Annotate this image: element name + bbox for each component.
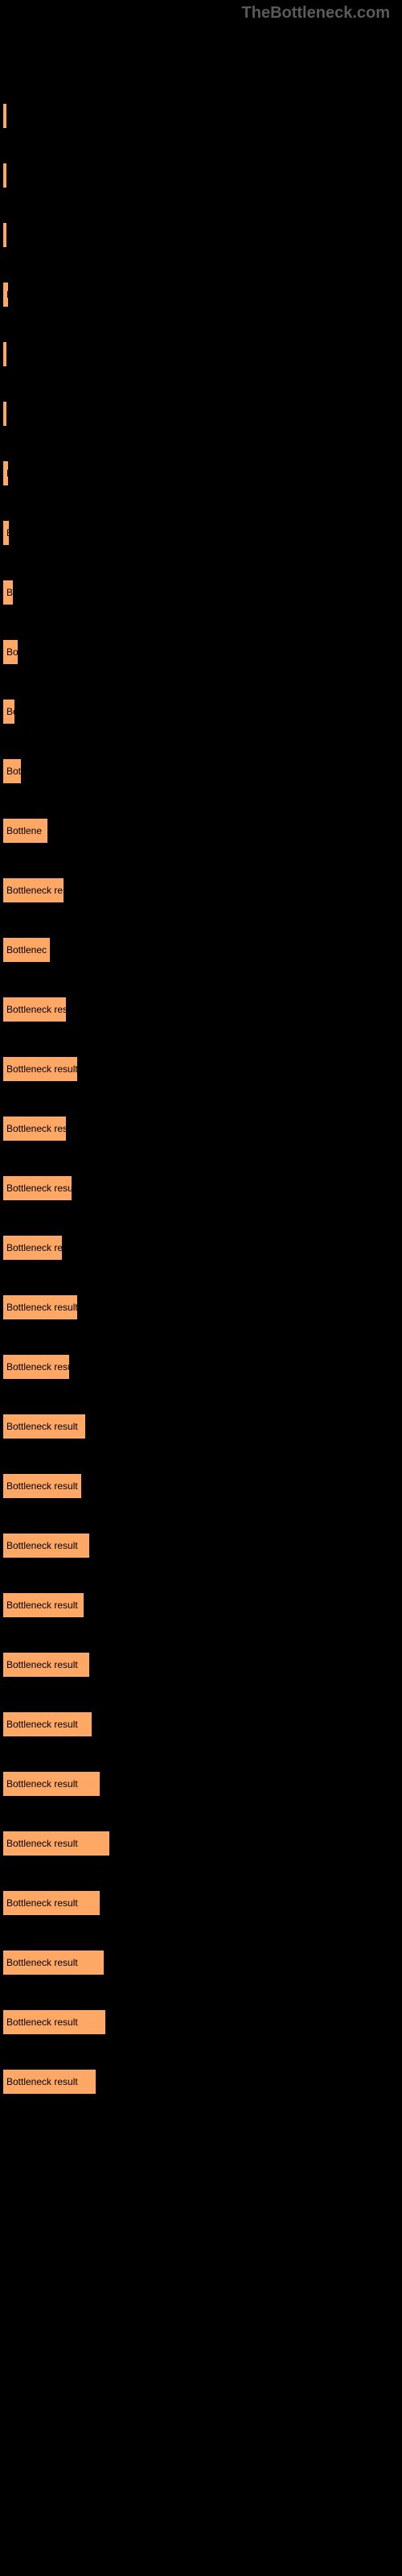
bar: Bottleneck re — [2, 877, 64, 903]
bar: B — [2, 520, 10, 546]
bar-row: Bottlene — [2, 818, 402, 844]
bar-row: Bottleneck result — [2, 1771, 402, 1797]
bar — [2, 163, 7, 188]
bar: Bottleneck res — [2, 997, 67, 1022]
bar-row: B — [2, 282, 402, 308]
bar-row — [2, 103, 402, 129]
bar: B — [2, 460, 9, 486]
bar: Bottleneck resu — [2, 1175, 72, 1201]
bar-row: Bottleneck result — [2, 2069, 402, 2095]
watermark-text: TheBottleneck.com — [0, 0, 402, 23]
bar: Bottleneck result — [2, 1711, 92, 1737]
bar: Bottleneck result — [2, 1056, 78, 1082]
bar: Bottleneck res — [2, 1116, 67, 1141]
bar — [2, 103, 7, 129]
bar-row: Bo — [2, 580, 402, 605]
bar-row: Bott — [2, 758, 402, 784]
bar-row: Bottleneck result — [2, 2009, 402, 2035]
bar-row — [2, 341, 402, 367]
bar-row: Bottleneck result — [2, 1890, 402, 1916]
bar: Bot — [2, 639, 18, 665]
bar-row: Bottleneck result — [2, 1056, 402, 1082]
bar: Bo — [2, 699, 15, 724]
bar-row: Bottleneck result — [2, 1473, 402, 1499]
bar: Bottlene — [2, 818, 48, 844]
bar: Bottleneck result — [2, 1533, 90, 1558]
bar-row: Bottleneck re — [2, 877, 402, 903]
bar-row: Bottleneck result — [2, 1711, 402, 1737]
bar: Bottleneck result — [2, 1294, 78, 1320]
bar: Bottleneck result — [2, 1473, 82, 1499]
bar-row — [2, 401, 402, 427]
bar: Bottlenec — [2, 937, 51, 963]
bar: Bottleneck result — [2, 1652, 90, 1678]
bar-row: Bottleneck re — [2, 1235, 402, 1261]
bar-row: Bo — [2, 699, 402, 724]
bar: Bottleneck result — [2, 1771, 100, 1797]
bar-chart: B B B Bo Bot Bo Bott Bottlene Bottleneck re Bottl… — [0, 23, 402, 2145]
bar-row: Bottleneck result — [2, 1414, 402, 1439]
bar-row: Bottleneck result — [2, 1831, 402, 1856]
bar-row: Bot — [2, 639, 402, 665]
bar-row: B — [2, 460, 402, 486]
bar: Bo — [2, 580, 14, 605]
bar: Bott — [2, 758, 22, 784]
bar-row: Bottleneck result — [2, 1592, 402, 1618]
bar-row — [2, 222, 402, 248]
bar-row: Bottleneck res — [2, 1116, 402, 1141]
bar: Bottleneck re — [2, 1235, 63, 1261]
bar-row: Bottleneck res — [2, 997, 402, 1022]
bar: Bottleneck resu — [2, 1354, 70, 1380]
bar-row: Bottleneck result — [2, 1652, 402, 1678]
bar-row: Bottleneck result — [2, 1294, 402, 1320]
bar — [2, 401, 7, 427]
bar: Bottleneck result — [2, 1890, 100, 1916]
bar-row: B — [2, 520, 402, 546]
bar-row — [2, 163, 402, 188]
bar: Bottleneck result — [2, 1414, 86, 1439]
bar — [2, 341, 7, 367]
bar: Bottleneck result — [2, 1592, 84, 1618]
bar-row: Bottlenec — [2, 937, 402, 963]
bar-row: Bottleneck result — [2, 1533, 402, 1558]
bar: Bottleneck result — [2, 2009, 106, 2035]
bar: B — [2, 282, 9, 308]
bar: Bottleneck result — [2, 1950, 105, 1975]
bar: Bottleneck result — [2, 2069, 96, 2095]
bar-row: Bottleneck resu — [2, 1175, 402, 1201]
bar: Bottleneck result — [2, 1831, 110, 1856]
bar-row: Bottleneck result — [2, 1950, 402, 1975]
bar-row: Bottleneck resu — [2, 1354, 402, 1380]
bar — [2, 222, 7, 248]
